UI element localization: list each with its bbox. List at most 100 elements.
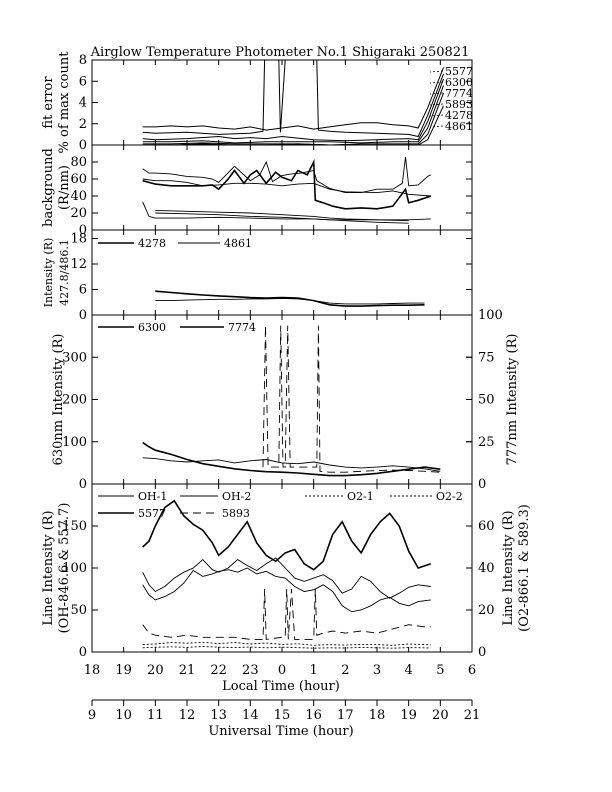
series-line-intensity_4278_4861-1 (155, 297, 425, 305)
y-axis-label-right: 777nm Intensity (R) (505, 334, 520, 466)
y-axis-label: (OH-846.6 & 557.7) (57, 503, 72, 634)
y-tick-label: 20 (70, 206, 87, 221)
y-tick-label: 0 (79, 477, 87, 492)
y-tick-label-right: 0 (478, 477, 486, 492)
y-tick-label: 2 (79, 117, 87, 132)
y-tick-label: 150 (62, 519, 87, 534)
legend-entry: 6300 (445, 76, 473, 89)
y-tick-label: 0 (79, 308, 87, 323)
y-tick-label: 40 (70, 189, 87, 204)
y-axis-label: fit error (41, 76, 56, 129)
local-time-tick-label: 5 (436, 663, 444, 678)
local-time-tick-label: 18 (84, 663, 101, 678)
legend-entry: OH-2 (222, 490, 251, 503)
y-tick-label: 8 (79, 53, 87, 68)
ut-tick-label: 9 (88, 708, 96, 723)
series-line-fit_error-5 (142, 105, 444, 145)
legend-leader (429, 125, 444, 128)
y-axis-label: Intensity (R) (42, 238, 55, 308)
legend-entry: 4861 (445, 120, 473, 133)
local-time-label: Local Time (hour) (222, 679, 340, 694)
series-line-background-5 (155, 212, 409, 224)
figure-title: Airglow Temperature Photometer No.1 Shig… (90, 45, 470, 60)
ut-tick-label: 20 (432, 708, 449, 723)
local-time-tick-label: 0 (278, 663, 286, 678)
legend-entry: 5893 (222, 507, 250, 520)
series-line-intensity_4278_4861-0 (155, 290, 425, 307)
series-line-line_intensity-0 (142, 557, 431, 599)
series-group (142, 325, 441, 477)
local-time-tick-label: 1 (310, 663, 318, 678)
series-group (155, 290, 425, 307)
series-line-line_intensity-2 (142, 499, 432, 571)
y-tick-label: 6 (79, 74, 87, 89)
legend-entry: 6300 (138, 321, 166, 334)
y-tick-label: 18 (70, 232, 87, 247)
y-tick-label-right: 50 (478, 393, 495, 408)
series-line-background-1 (142, 178, 431, 197)
ut-tick-label: 21 (464, 708, 481, 723)
ut-tick-label: 16 (305, 708, 322, 723)
legend-leader (429, 70, 444, 73)
local-time-tick-label: 3 (373, 663, 381, 678)
legend-entry: 5577 (445, 65, 473, 78)
y-tick-label: 60 (70, 172, 87, 187)
series-line-fit_error-1 (142, 60, 444, 138)
y-tick-label: 200 (62, 393, 87, 408)
y-axis-label: (R/nm) (57, 165, 72, 210)
y-axis-label: background (41, 148, 56, 227)
y-tick-label-right: 20 (478, 603, 495, 618)
series-line-intensity_6300_7774-2 (262, 325, 441, 473)
panel-intensity_4278_4861: 0 6 12 18 Intensity (R) 427.8/486.1 4278 4861 (42, 229, 473, 323)
y-tick-label: 6 (79, 283, 87, 298)
universal-time-label: Universal Time (hour) (208, 724, 353, 739)
y-axis-label: 630nm Intensity (R) (51, 334, 66, 466)
y-tick-label: 50 (70, 603, 87, 618)
ut-tick-label: 14 (242, 708, 259, 723)
series-group (142, 156, 432, 224)
ut-tick-label: 13 (210, 708, 227, 723)
y-tick-label-right: 60 (478, 519, 495, 534)
y-axis-label: % of max count (57, 51, 72, 154)
y-tick-label: 100 (62, 435, 87, 450)
ut-tick-label: 15 (274, 708, 291, 723)
local-time-tick-label: 21 (179, 663, 196, 678)
time-axes: Local Time (hour) Universal Time (hour) … (84, 663, 481, 739)
series-line-intensity_6300_7774-0 (142, 441, 441, 477)
y-tick-label: 0 (79, 138, 87, 153)
legend-entry: 5893 (445, 98, 473, 111)
series-line-line_intensity-3 (142, 588, 431, 640)
y-axis-label-right: Line Intensity (R) (501, 510, 516, 625)
y-axis-label: Line Intensity (R) (41, 510, 56, 625)
ut-tick-label: 10 (115, 708, 132, 723)
series-line-line_intensity-5 (142, 646, 431, 649)
y-tick-label: 100 (62, 561, 87, 576)
legend-entry: 7774 (445, 87, 473, 100)
local-time-tick-label: 4 (405, 663, 413, 678)
y-tick-label-right: 0 (478, 645, 486, 660)
series-line-fit_error-0 (142, 67, 444, 131)
y-tick-label-right: 100 (478, 308, 503, 323)
legend-entry: 7774 (228, 321, 256, 334)
series-group (142, 499, 432, 649)
y-tick-label: 4 (79, 96, 87, 111)
series-line-line_intensity-1 (142, 567, 431, 613)
y-tick-label: 300 (62, 350, 87, 365)
local-time-tick-label: 6 (468, 663, 476, 678)
ut-tick-label: 17 (337, 708, 354, 723)
ut-tick-label: 19 (400, 708, 417, 723)
y-tick-label-right: 75 (478, 350, 495, 365)
panel-background: 0 20 40 60 80 background (R/nm) (41, 144, 473, 238)
panel-fit_error: 0 2 4 6 8 fit error% of max count 557763007774… (41, 51, 473, 154)
legend-entry: O2-2 (436, 490, 463, 503)
series-line-background-4 (155, 209, 409, 222)
y-tick-label: 12 (70, 257, 87, 272)
local-time-tick-label: 19 (115, 663, 132, 678)
local-time-tick-label: 20 (147, 663, 164, 678)
legend-entry: 4861 (224, 237, 252, 250)
legend-entry: 4278 (138, 237, 166, 250)
series-group (142, 60, 444, 145)
ut-tick-label: 12 (179, 708, 196, 723)
